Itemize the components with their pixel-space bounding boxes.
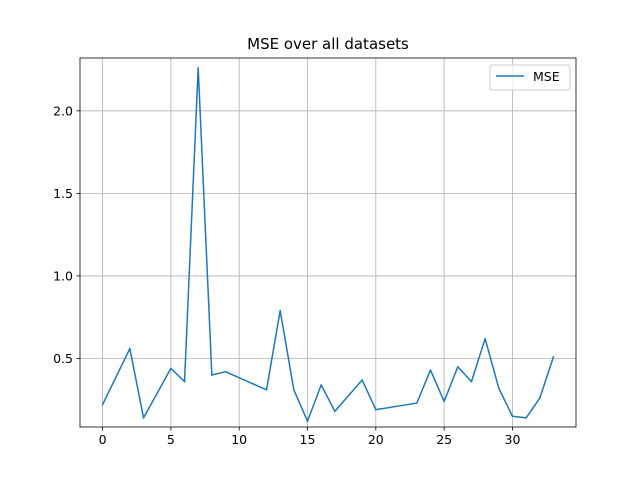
data-point [320, 384, 322, 386]
data-point [361, 379, 363, 381]
data-point [375, 408, 377, 411]
data-point [265, 389, 268, 391]
data-point [525, 417, 527, 419]
x-tick-label: 0 [99, 432, 107, 447]
data-point [142, 417, 145, 419]
data-point [511, 415, 514, 418]
legend: MSE [489, 64, 571, 91]
data-point [101, 403, 104, 406]
data-point [170, 367, 172, 370]
y-tick-label: 1.0 [53, 268, 73, 283]
x-tick-label: 25 [436, 432, 452, 447]
data-point [306, 420, 309, 422]
x-tick-label: 30 [505, 432, 521, 447]
data-point [279, 309, 281, 312]
data-point [552, 356, 555, 358]
data-point [457, 365, 459, 368]
y-tick-label: 1.5 [53, 186, 73, 201]
data-point [470, 380, 473, 383]
y-tick-label: 0.5 [53, 351, 73, 366]
y-axis: 0.5 1.0 1.5 2.0 [53, 103, 80, 366]
data-point [293, 389, 295, 391]
data-point [443, 400, 445, 403]
grid [80, 58, 576, 427]
data-point [416, 402, 418, 404]
x-tick-label: 20 [368, 432, 384, 447]
data-point [211, 374, 213, 376]
data-point [183, 380, 186, 383]
x-axis: 0 5 10 15 20 25 30 [99, 427, 521, 447]
chart-title: MSE over all datasets [247, 35, 409, 53]
data-point [334, 410, 336, 413]
data-point [129, 347, 131, 350]
x-tick-label: 10 [231, 432, 247, 447]
legend-box [489, 64, 571, 91]
y-tick-label: 2.0 [53, 103, 73, 118]
legend-label-mse: MSE [533, 69, 560, 84]
data-point [429, 369, 432, 371]
series-layer [101, 67, 555, 422]
data-point [224, 370, 227, 373]
data-point [484, 337, 486, 340]
x-tick-label: 5 [167, 432, 175, 447]
data-point [197, 67, 199, 69]
axes-frame [79, 57, 577, 428]
x-tick-label: 15 [300, 432, 316, 447]
data-point [498, 387, 500, 389]
data-point [539, 397, 541, 399]
